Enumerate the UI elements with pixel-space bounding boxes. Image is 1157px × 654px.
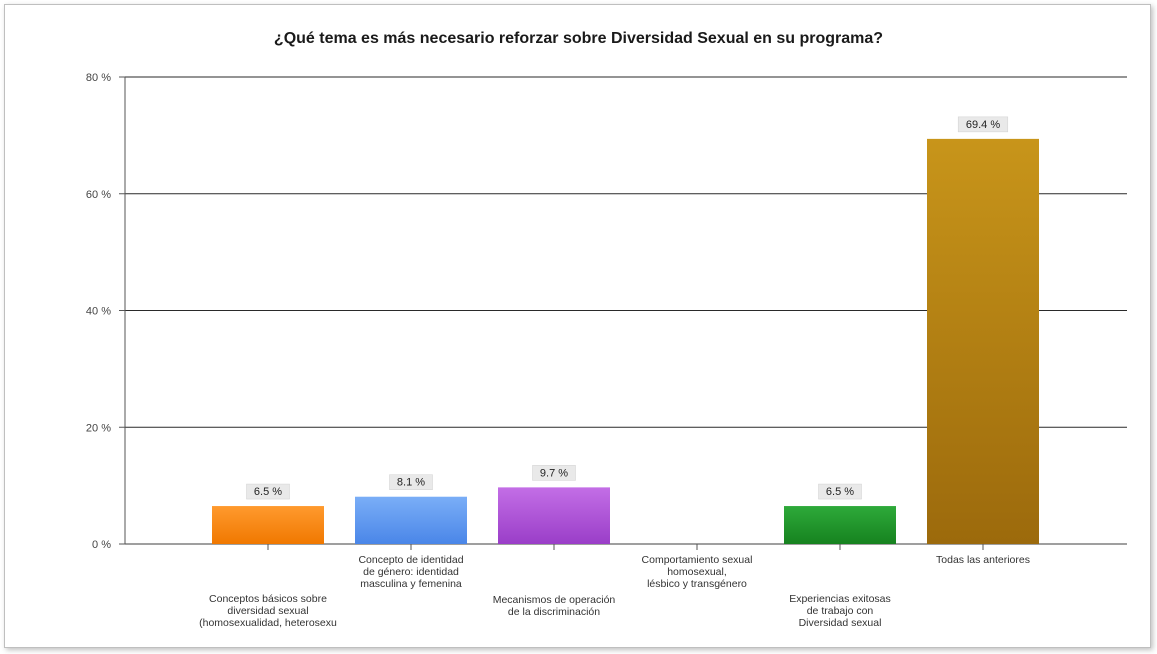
chart-title: ¿Qué tema es más necesario reforzar sobr…: [273, 30, 884, 47]
x-category-label: Todas las anteriores: [936, 554, 1030, 566]
y-tick-label: 60 %: [86, 189, 111, 201]
x-category-label: Concepto de identidad de género: identida…: [358, 554, 463, 590]
y-tick-label: 40 %: [86, 306, 111, 318]
data-label-box: [818, 483, 862, 500]
bar: [927, 138, 1039, 544]
bar: [212, 506, 324, 544]
data-label: 69.4 %: [966, 119, 1000, 131]
data-label: 6.5 %: [826, 486, 854, 498]
bar: [498, 487, 610, 544]
x-category-label: Comportamiento sexual homosexual, lésbico …: [642, 554, 753, 590]
data-label-box: [389, 474, 433, 490]
data-label-box: [957, 116, 1009, 133]
bar: [784, 506, 896, 544]
x-category-label: Mecanismos de operación de la discriminac…: [493, 594, 616, 618]
x-category-label: Conceptos básicos sobre diversidad sexual…: [199, 593, 337, 629]
data-label-box: [532, 465, 576, 481]
data-label: 6.5 %: [254, 486, 282, 498]
data-label: 8.1 %: [397, 477, 425, 489]
y-tick-label: 80 %: [86, 72, 111, 84]
y-tick-label: 20 %: [86, 422, 111, 434]
data-label: 9.7 %: [540, 467, 568, 479]
x-category-label: Experiencias exitosas de trabajo con Diver…: [789, 593, 891, 629]
data-label-box: [246, 483, 290, 500]
bar: [355, 496, 467, 544]
y-tick-label: 0 %: [92, 539, 111, 551]
